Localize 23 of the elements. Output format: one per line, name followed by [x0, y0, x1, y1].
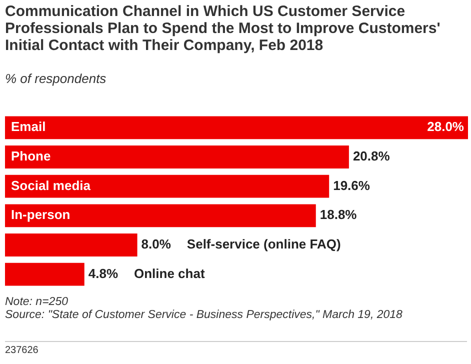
bar — [5, 262, 84, 286]
chart-subtitle: % of respondents — [5, 71, 106, 86]
bar — [5, 174, 330, 198]
source-note: Source: "State of Customer Service - Business Perspectives," March 19, 2018 — [5, 309, 404, 322]
bar — [5, 204, 316, 228]
data-label: 20.8% — [352, 148, 390, 164]
y-tick-label: Social media — [11, 178, 92, 193]
y-tick-label: Online chat — [134, 266, 206, 281]
bar — [5, 146, 349, 168]
y-tick-label: Self-service (online FAQ) — [186, 236, 341, 252]
data-label: 8.0% — [141, 236, 172, 252]
text: Note: n=250 — [5, 296, 69, 309]
bar — [5, 234, 138, 256]
text: 237626 — [5, 345, 38, 356]
data-label: 28.0% — [427, 119, 464, 134]
y-tick-label: In-person — [11, 207, 70, 222]
data-label: 19.6% — [333, 178, 370, 193]
chart-title: Communication Channel in Which US Customer Service Professionals Plan to Spend the Most to Improve Customers' Initial Contact with Their Company, Feb 2018 — [5, 3, 442, 54]
data-label: 4.8% — [88, 266, 118, 281]
y-tick-label: Email — [11, 119, 46, 134]
bar — [5, 116, 468, 140]
y-tick-label: Phone — [11, 148, 51, 164]
data-label: 18.8% — [320, 207, 358, 222]
